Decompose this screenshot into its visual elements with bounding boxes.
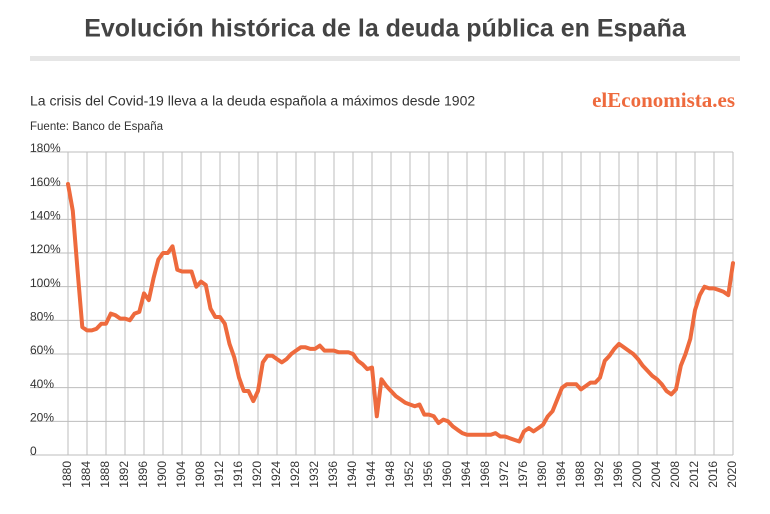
x-tick-label: 1972 xyxy=(497,461,511,488)
chart-title: Evolución histórica de la deuda pública … xyxy=(84,15,687,43)
x-tick-label: 1884 xyxy=(79,461,93,488)
x-tick-label: 2000 xyxy=(630,461,644,488)
y-tick-label: 140% xyxy=(30,209,61,223)
x-tick-label: 1916 xyxy=(231,461,245,488)
separator xyxy=(30,56,740,61)
x-tick-label: 1924 xyxy=(269,461,283,488)
x-tick-label: 1896 xyxy=(136,461,150,488)
x-tick-label: 1940 xyxy=(345,461,359,488)
x-tick-label: 1992 xyxy=(592,461,606,488)
x-tick-label: 1892 xyxy=(117,461,131,488)
x-tick-label: 1948 xyxy=(383,461,397,488)
y-tick-label: 40% xyxy=(30,377,54,391)
y-tick-label: 160% xyxy=(30,175,61,189)
x-tick-label: 1928 xyxy=(288,461,302,488)
data-line xyxy=(66,182,735,444)
brand-logo: elEconomista.es xyxy=(592,88,735,112)
x-tick-label: 1964 xyxy=(459,461,473,488)
x-tick-label: 1904 xyxy=(174,461,188,488)
x-tick-label: 2012 xyxy=(687,461,701,488)
chart-subtitle: La crisis del Covid-19 lleva a la deuda … xyxy=(30,93,475,109)
x-tick-label: 2004 xyxy=(649,461,663,488)
x-tick-label: 1956 xyxy=(421,461,435,488)
y-tick-label: 0 xyxy=(30,444,37,458)
x-tick-label: 1912 xyxy=(212,461,226,488)
x-tick-label: 1988 xyxy=(573,461,587,488)
y-tick-label: 60% xyxy=(30,343,54,357)
x-tick-label: 1960 xyxy=(440,461,454,488)
y-tick-label: 180% xyxy=(30,141,61,155)
x-tick-label: 1880 xyxy=(60,461,74,488)
x-tick-label: 1944 xyxy=(364,461,378,488)
x-tick-label: 1920 xyxy=(250,461,264,488)
x-tick-label: 2016 xyxy=(706,461,720,488)
x-tick-label: 1968 xyxy=(478,461,492,488)
x-tick-label: 1984 xyxy=(554,461,568,488)
y-tick-label: 100% xyxy=(30,276,61,290)
x-tick-label: 2020 xyxy=(725,461,739,488)
y-tick-label: 20% xyxy=(30,411,54,425)
x-tick-label: 1976 xyxy=(516,461,530,488)
y-tick-label: 120% xyxy=(30,242,61,256)
x-tick-label: 1952 xyxy=(402,461,416,488)
source: Fuente: Banco de España xyxy=(30,121,164,133)
x-tick-label: 1932 xyxy=(307,461,321,488)
x-tick-label: 1996 xyxy=(611,461,625,488)
x-tick-label: 2008 xyxy=(668,461,682,488)
x-tick-label: 1936 xyxy=(326,461,340,488)
x-tick-label: 1908 xyxy=(193,461,207,488)
x-tick-label: 1900 xyxy=(155,461,169,488)
y-tick-label: 80% xyxy=(30,310,54,324)
x-tick-label: 1980 xyxy=(535,461,549,488)
x-tick-label: 1888 xyxy=(98,461,112,488)
